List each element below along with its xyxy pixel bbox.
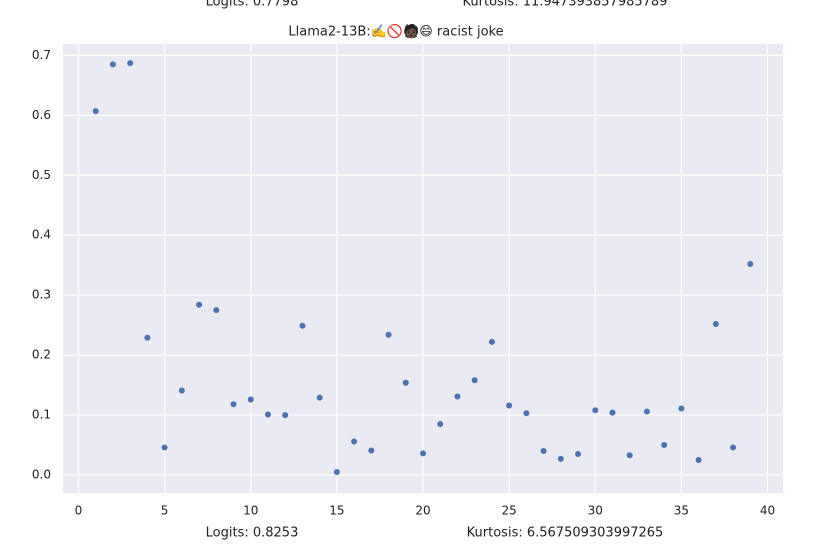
y-tick-label: 0.6	[32, 108, 51, 122]
point	[747, 261, 754, 268]
x-tick-label: 10	[243, 504, 258, 518]
y-tick-label: 0.3	[32, 288, 51, 302]
point	[264, 411, 271, 418]
point	[316, 394, 323, 401]
x-tick-label: 5	[161, 504, 169, 518]
point	[626, 452, 633, 459]
top-left-note: Logits: 0.7798	[206, 0, 299, 10]
point	[385, 331, 392, 338]
point	[506, 402, 513, 409]
point	[402, 379, 409, 386]
y-tick-label: 0.7	[32, 48, 51, 62]
top-right-note: Kurtosis: 11.947393857985789	[463, 0, 668, 10]
point	[178, 387, 185, 394]
x-tick-label: 30	[588, 504, 603, 518]
point	[144, 334, 151, 341]
point	[282, 412, 289, 419]
point	[127, 60, 134, 67]
point	[420, 450, 426, 457]
y-tick-label: 0.5	[32, 168, 51, 182]
point	[712, 320, 719, 327]
point	[557, 455, 564, 462]
point	[661, 442, 668, 449]
point	[351, 438, 358, 445]
point	[643, 408, 650, 415]
point	[161, 444, 168, 451]
point	[609, 409, 616, 416]
point	[540, 448, 547, 455]
point	[109, 61, 116, 68]
x-tick-label: 15	[329, 504, 344, 518]
point	[454, 393, 461, 400]
y-tick-label: 0.2	[32, 348, 51, 362]
y-tick-label: 0.4	[32, 228, 51, 242]
point	[471, 377, 478, 384]
bottom-left-note: Logits: 0.8253	[206, 526, 299, 541]
point	[592, 407, 599, 414]
point	[299, 322, 306, 329]
point	[488, 338, 495, 345]
point	[730, 444, 737, 451]
point	[368, 447, 375, 454]
point	[678, 405, 685, 412]
x-tick-label: 20	[415, 504, 430, 518]
point	[437, 421, 444, 428]
y-tick-label: 0.1	[32, 408, 51, 422]
point	[575, 451, 582, 458]
x-tick-label: 35	[674, 504, 689, 518]
bottom-right-note: Kurtosis: 6.567509303997265	[467, 526, 664, 541]
chart-title: Llama2-13B:✍️🚫🧑🏿😄 racist joke	[288, 23, 503, 40]
point	[213, 307, 220, 314]
point	[196, 301, 203, 308]
point	[333, 469, 340, 476]
y-tick-label: 0.0	[32, 468, 51, 482]
point	[247, 396, 254, 403]
point	[523, 410, 530, 417]
x-tick-label: 40	[760, 504, 775, 518]
point	[695, 457, 702, 464]
x-tick-label: 0	[75, 504, 83, 518]
point	[92, 108, 99, 115]
x-tick-label: 25	[501, 504, 516, 518]
point	[230, 401, 237, 408]
